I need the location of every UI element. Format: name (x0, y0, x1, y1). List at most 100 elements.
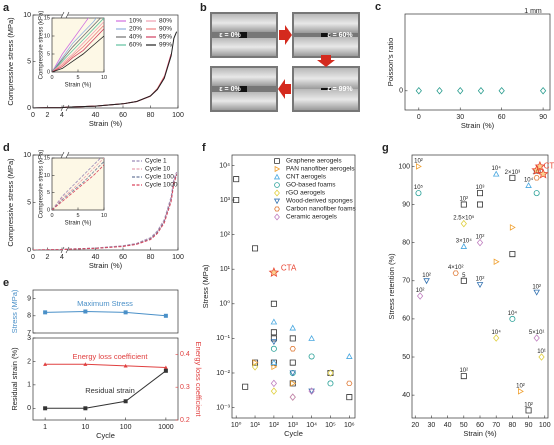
y-tick-label: 10⁴ (219, 162, 230, 169)
y-tick-label: 2 (27, 358, 31, 365)
point (460, 277, 467, 284)
x-tick-label: 5 (76, 75, 79, 81)
strain-label: ε = 60% (327, 32, 353, 39)
y-tick-label: 90 (402, 201, 410, 208)
series-line (45, 310, 166, 317)
highlight-label: CTA (544, 161, 554, 170)
point (460, 373, 467, 380)
point (123, 363, 128, 368)
plot-frame (32, 337, 179, 421)
x-tick-label: 10⁶ (344, 422, 355, 429)
x-tick-label: 80 (508, 422, 516, 429)
chart-panel: 7 8 9 Stress (MPa)e Maximum Stress (3, 277, 179, 337)
legend-label: 10% (129, 18, 142, 25)
y-tick-label: 0 (27, 105, 31, 112)
plot-frame (404, 13, 551, 111)
x-tick-label: 100 (539, 422, 551, 429)
point-label: 5×10¹ (529, 330, 545, 336)
point-label: 10² (532, 284, 541, 290)
point (270, 329, 277, 336)
strain-label: ε = 99% (327, 86, 353, 93)
series-line (52, 18, 97, 72)
point-label: 2×10³ (505, 170, 521, 176)
point-label: 10⁵ (414, 184, 424, 191)
series-line (52, 164, 104, 210)
point (83, 362, 88, 366)
x-tick-label: 5 (76, 213, 79, 219)
arrow (317, 55, 335, 67)
x-tick-label: 100 (172, 254, 184, 261)
point (270, 379, 278, 388)
legend-label: Ceramic aerogels (286, 214, 338, 221)
highlight-point (537, 168, 549, 179)
point-label: 2.5×10⁵ (453, 215, 475, 222)
x-tick-label: 10³ (288, 422, 299, 429)
point (416, 292, 424, 300)
point (252, 245, 259, 252)
point (533, 190, 540, 197)
point (509, 315, 516, 322)
x-tick-label: 100 (172, 112, 184, 119)
point-label: 10² (416, 288, 425, 294)
y-tick-label: 5 (27, 58, 31, 65)
axis-break (62, 153, 68, 157)
legend-swatch (274, 213, 280, 221)
x-tick-label: 0 (31, 112, 35, 119)
series-line (52, 158, 104, 210)
point (308, 388, 315, 395)
x-tick-label: 0 (50, 213, 53, 219)
plate (294, 14, 358, 33)
y-tick-label: 10 (44, 33, 50, 39)
x-axis-label: Strain (%) (461, 121, 495, 130)
x-tick-label: 60 (476, 422, 484, 429)
x-tick-label: 60 (498, 114, 506, 121)
legend-label: CNT aerogels (286, 174, 327, 181)
x-tick-label: 90 (539, 114, 547, 121)
y-tick-label: 10² (220, 231, 231, 238)
point (493, 258, 500, 265)
point (477, 87, 485, 95)
point (493, 334, 500, 342)
point (270, 359, 278, 366)
y-axis-label: Stress (MPa) (201, 264, 210, 308)
y-tick-label: 5 (47, 51, 50, 57)
x-tick-label: 80 (147, 112, 155, 119)
point (533, 334, 540, 342)
legend-label: 99% (159, 42, 172, 49)
point-label: 10⁴ (524, 177, 534, 184)
y-axis-label: Compressive stress (MPa) (6, 158, 15, 247)
point (43, 362, 48, 366)
y-tick-label: 70 (402, 278, 410, 285)
panel-label: e (3, 277, 9, 289)
point (509, 174, 516, 181)
x-tick-label: 10⁰ (231, 421, 242, 429)
x-axis-label: Cycle (284, 429, 303, 438)
y-tick-label: 9 (27, 295, 31, 302)
point (289, 359, 296, 366)
y-tick-label: 0 (27, 247, 31, 254)
plate (294, 68, 358, 89)
y-tick-label: 15 (44, 15, 50, 21)
y-tick-label: 0 (27, 405, 31, 412)
point (233, 176, 240, 183)
point (270, 339, 278, 346)
point (43, 310, 48, 315)
panel-label: b (200, 2, 207, 14)
series-line (52, 18, 89, 72)
x-tick-label: 30 (428, 422, 436, 429)
legend-label: Cycle 1000 (145, 182, 178, 189)
plate (212, 92, 276, 110)
x-tick-label: 80 (147, 254, 155, 261)
point-label: 10² (459, 197, 468, 203)
point-label: 10² (516, 383, 525, 389)
point (270, 318, 278, 325)
point (346, 380, 353, 387)
y-tick-label: 10⁰ (219, 300, 230, 308)
plate (212, 38, 276, 56)
annotation: Maximum Stress (77, 299, 133, 308)
strain-label: ε = 0% (219, 86, 241, 93)
point (163, 365, 168, 370)
legend-label: 40% (129, 34, 142, 41)
y-tick-label: 0 (399, 88, 403, 95)
point-label: 5 (462, 273, 466, 279)
